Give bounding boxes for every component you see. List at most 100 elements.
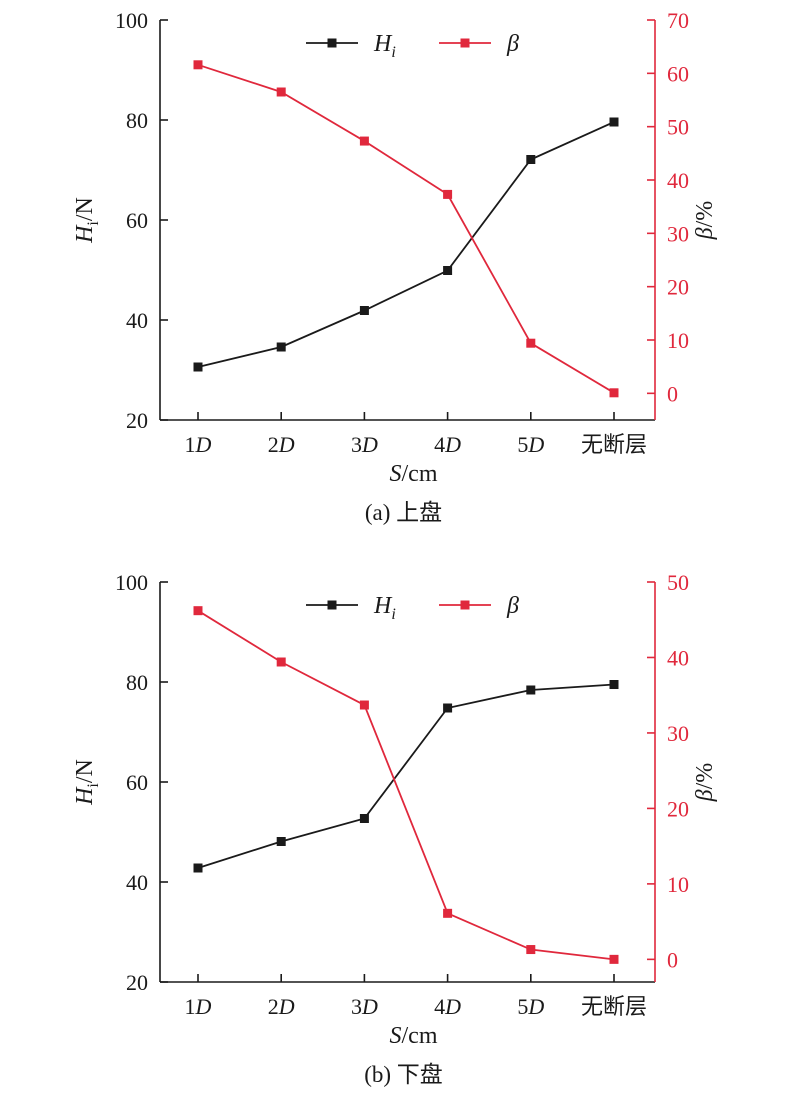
x-tick-label: 4D	[434, 994, 461, 1019]
x-tick-label: 3D	[351, 994, 378, 1019]
right-tick-label: 60	[667, 61, 689, 86]
series-point-0	[443, 703, 453, 713]
x-tick-unit: D	[278, 994, 295, 1019]
right-tick-label: 30	[667, 721, 689, 746]
series-point-1	[193, 60, 203, 70]
left-axis-title-sub: i	[85, 783, 102, 788]
left-axis-title: Hi/N	[72, 759, 102, 806]
series-point-1	[609, 388, 619, 398]
left-tick-label: 40	[126, 308, 148, 333]
x-tick-label: 无断层	[581, 432, 647, 457]
left-tick-label: 20	[126, 970, 148, 995]
series-line-0	[197, 121, 615, 368]
x-tick-unit: D	[361, 432, 378, 457]
legend-main: β	[506, 31, 519, 57]
right-tick-label: 0	[667, 947, 678, 972]
right-axis-title-var: β	[692, 227, 718, 240]
series-point-0	[359, 814, 369, 823]
series-point-0	[526, 155, 536, 164]
right-axis-title: β/%	[692, 763, 718, 803]
series-point-1	[193, 606, 203, 616]
x-tick-unit: D	[444, 994, 461, 1019]
right-axis-title-unit: /%	[692, 201, 718, 228]
x-tick-label: 1D	[185, 994, 212, 1019]
panel-caption: (b) 下盘	[364, 1062, 443, 1087]
right-tick-label: 30	[667, 221, 689, 246]
series-line-0	[197, 683, 615, 869]
series-point-1	[359, 700, 369, 710]
legend-main: H	[373, 593, 393, 619]
x-tick-number: 3	[351, 994, 362, 1019]
left-axis-title-var: H	[72, 224, 98, 244]
series-point-0	[443, 266, 453, 275]
series-point-0	[193, 863, 203, 873]
right-tick-label: 70	[667, 8, 689, 33]
x-axis-title-var: S	[390, 461, 402, 487]
series-point-1	[276, 657, 286, 667]
left-axis-title-unit: /N	[72, 197, 98, 221]
x-axis-title-unit: /cm	[402, 461, 438, 487]
right-tick-label: 10	[667, 872, 689, 897]
right-axis-title-var: β	[692, 789, 718, 802]
left-tick-label: 80	[126, 108, 148, 133]
x-tick-label: 5D	[517, 994, 544, 1019]
panel-caption: (a) 上盘	[365, 500, 442, 525]
left-tick-label: 20	[126, 408, 148, 433]
right-tick-label: 40	[667, 168, 689, 193]
x-tick-number: 5	[517, 432, 528, 457]
series-point-1	[443, 908, 453, 918]
left-axis-title: Hi/N	[72, 197, 102, 244]
right-axis-title-unit: /%	[692, 763, 718, 790]
left-tick-label: 100	[115, 570, 148, 595]
series-point-1	[609, 954, 619, 964]
x-axis-title: S/cm	[390, 1023, 438, 1049]
series-point-1	[359, 136, 369, 146]
left-axis-title-unit: /N	[72, 759, 98, 783]
x-tick-unit: D	[195, 994, 212, 1019]
x-tick-unit: D	[361, 994, 378, 1019]
x-tick-unit: D	[527, 994, 544, 1019]
x-tick-label: 1D	[185, 432, 212, 457]
x-tick-number: 1	[185, 994, 196, 1019]
legend-marker-0	[327, 38, 337, 48]
right-tick-label: 50	[667, 115, 689, 140]
legend-sub: i	[391, 44, 395, 61]
x-axis-title-var: S	[390, 1023, 402, 1049]
x-tick-label: 4D	[434, 432, 461, 457]
left-axis-title-var: H	[72, 786, 98, 806]
right-tick-label: 20	[667, 275, 689, 300]
x-tick-unit: D	[195, 432, 212, 457]
x-tick-number: 2	[268, 994, 279, 1019]
series-point-0	[526, 685, 536, 695]
right-tick-label: 20	[667, 796, 689, 821]
x-tick-label: 2D	[268, 994, 295, 1019]
series-point-0	[609, 117, 619, 127]
legend-marker-1	[460, 38, 470, 48]
series-point-0	[276, 342, 286, 352]
series-point-1	[526, 945, 536, 955]
series-point-0	[276, 837, 286, 846]
series-line-1	[197, 63, 615, 394]
series-point-1	[443, 189, 453, 199]
x-tick-label: 5D	[517, 432, 544, 457]
x-tick-number: 3	[351, 432, 362, 457]
left-tick-label: 40	[126, 870, 148, 895]
right-tick-label: 10	[667, 328, 689, 353]
left-axis-title-sub: i	[85, 221, 102, 226]
right-axis-title: β/%	[692, 201, 718, 241]
legend-marker-1	[460, 600, 470, 610]
x-tick-number: 4	[434, 432, 445, 457]
x-axis-title-unit: /cm	[402, 1023, 438, 1049]
x-tick-unit: D	[527, 432, 544, 457]
legend-marker-0	[327, 600, 337, 610]
legend-main: H	[373, 31, 393, 57]
legend-label-0: Hi	[373, 31, 396, 61]
left-tick-label: 60	[126, 208, 148, 233]
series-line-1	[197, 609, 615, 961]
right-tick-label: 40	[667, 645, 689, 670]
series-point-0	[193, 362, 203, 372]
x-tick-number: 2	[268, 432, 279, 457]
